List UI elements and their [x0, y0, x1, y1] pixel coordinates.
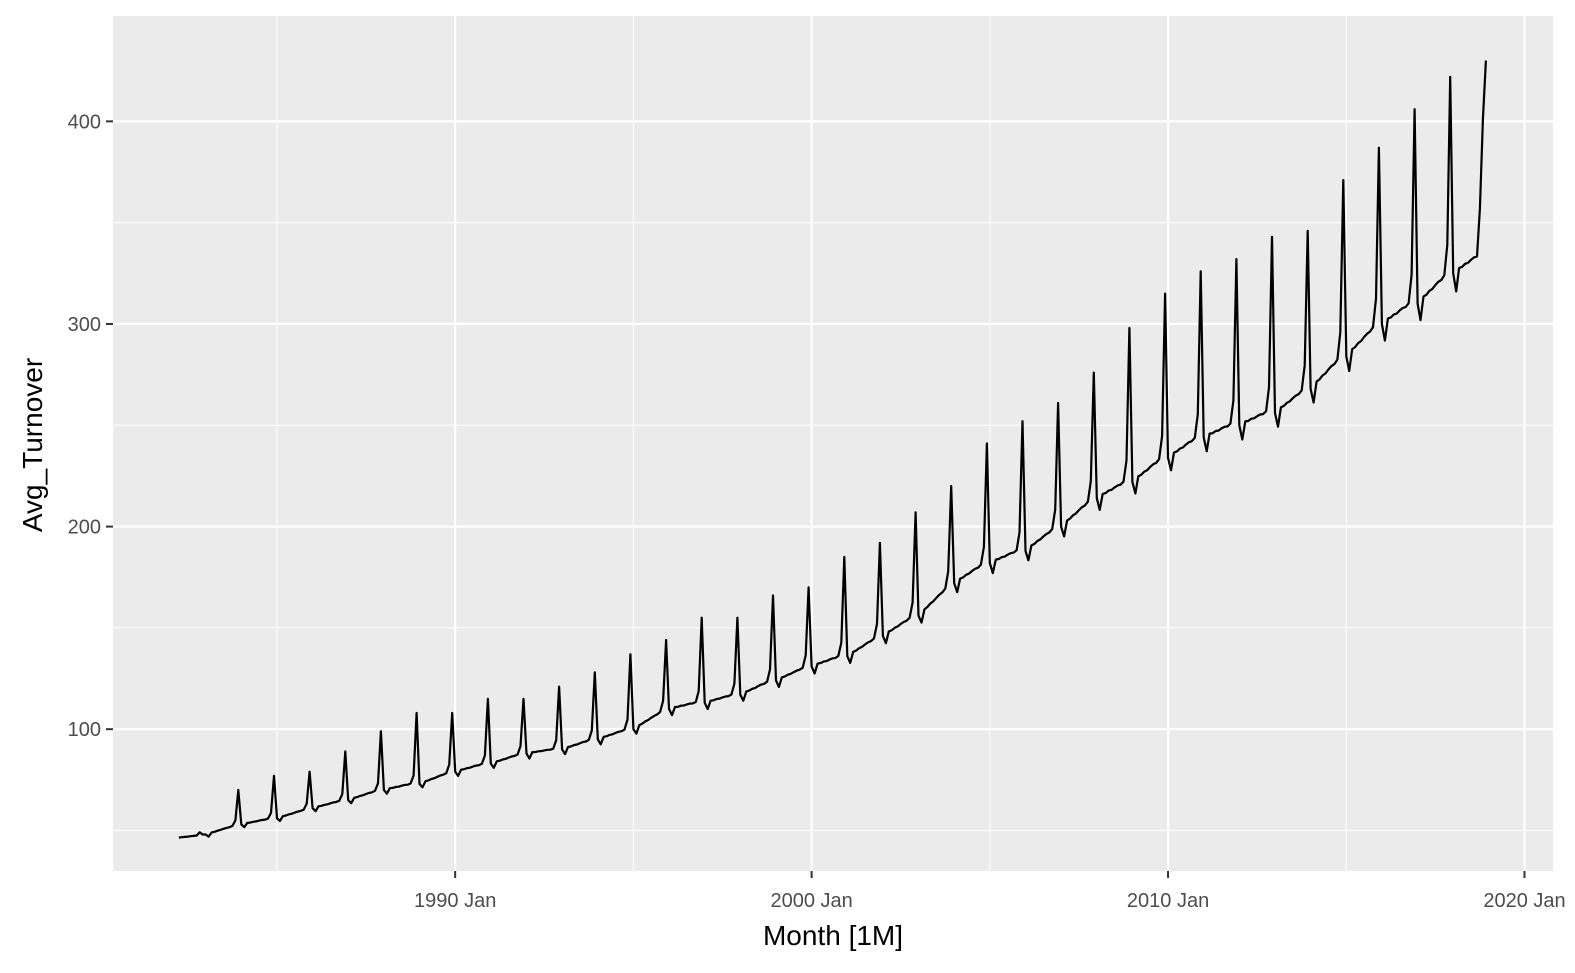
x-tick-label-1: 2000 Jan	[770, 890, 852, 912]
y-tick-label-3: 400	[68, 111, 101, 133]
minor-gridlines	[113, 16, 1553, 871]
plot-panel	[113, 16, 1553, 871]
x-axis: 1990 Jan 2000 Jan 2010 Jan 2020 Jan	[414, 871, 1566, 912]
y-axis: 100 200 300 400	[68, 111, 113, 741]
x-tick-label-0: 1990 Jan	[414, 890, 496, 912]
x-tick-label-3: 2020 Jan	[1483, 890, 1565, 912]
y-tick-label-2: 300	[68, 314, 101, 336]
y-tick-label-0: 100	[68, 719, 101, 741]
x-tick-label-2: 2010 Jan	[1127, 890, 1209, 912]
series-line-0	[178, 60, 1487, 839]
major-gridlines	[113, 16, 1553, 871]
series-layer	[178, 60, 1487, 839]
y-axis-title: Avg_Turnover	[17, 358, 48, 532]
y-tick-label-1: 200	[68, 517, 101, 539]
x-axis-title: Month [1M]	[763, 920, 903, 951]
